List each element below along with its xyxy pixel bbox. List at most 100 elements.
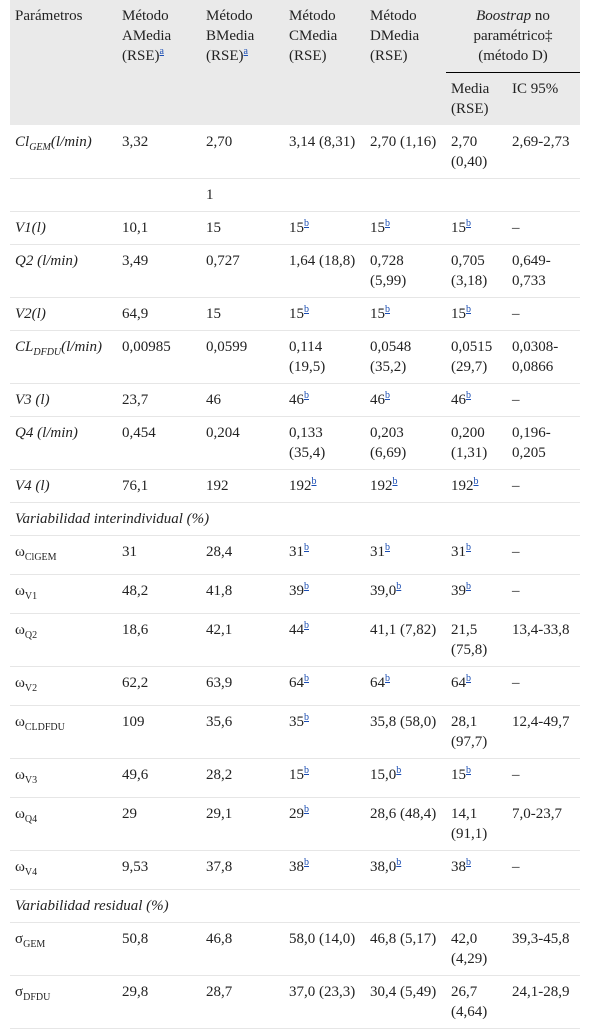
footnote-a-link[interactable]: a <box>159 46 164 57</box>
table-cell: – <box>507 574 580 614</box>
table-cell: 35,6 <box>201 705 284 759</box>
table-cell <box>446 178 507 212</box>
footnote-b-link[interactable]: b <box>304 218 309 229</box>
parameter-cell: σGEM <box>10 922 117 976</box>
table-cell: 29b <box>284 797 365 851</box>
table-cell: 46b <box>446 383 507 417</box>
footnote-b-link[interactable]: b <box>396 857 402 868</box>
table-cell <box>365 178 446 212</box>
table-cell: 0,649-0,733 <box>507 244 580 298</box>
table-row: σDFDU 29,8 28,7 37,0 (23,3) 30,4 (5,49) 26,7 … <box>10 975 580 1029</box>
parameter-cell: V1(l) <box>10 211 117 245</box>
table-row: Q2 (l/min) 3,49 0,727 1,64 (18,8) 0,728 (5,9… <box>10 244 580 298</box>
parameter-cell: CLDFDU(l/min) <box>10 330 117 384</box>
parameter-cell: ωV3 <box>10 758 117 798</box>
table-cell: 3,14 (8,31) <box>284 125 365 179</box>
results-table: Parámetros Método AMedia (RSE)a Método BMed… <box>10 0 580 1029</box>
table-cell: 14,1 (91,1) <box>446 797 507 851</box>
section-heading: Variabilidad residual (%) <box>10 889 580 923</box>
table-cell: 26,7 (4,64) <box>446 975 507 1029</box>
footnote-b-link[interactable]: b <box>304 804 309 815</box>
table-row: V3 (l) 23,7 46 46b 46b 46b – <box>10 383 580 417</box>
table-cell: 46 <box>201 383 284 417</box>
section-heading: Variabilidad interindividual (%) <box>10 502 580 536</box>
parameter-cell: ωCLDFDU <box>10 705 117 759</box>
footnote-b-link[interactable]: b <box>466 390 471 401</box>
footnote-b-link[interactable]: b <box>385 673 390 684</box>
footnote-b-link[interactable]: b <box>304 620 309 631</box>
footnote-b-link[interactable]: b <box>396 581 402 592</box>
footnote-b-link[interactable]: b <box>392 476 398 487</box>
footnote-b-link[interactable]: b <box>304 857 309 868</box>
footnote-b-link[interactable]: b <box>304 304 309 315</box>
table-cell: 35,8 (58,0) <box>365 705 446 759</box>
table-cell: 192b <box>365 469 446 503</box>
table-cell: 0,0548 (35,2) <box>365 330 446 384</box>
table-cell: 0,114 (19,5) <box>284 330 365 384</box>
table-cell: 18,6 <box>117 613 201 667</box>
table-row: ωCLDFDU 109 35,6 35b 35,8 (58,0) 28,1 (97,7) 1… <box>10 705 580 759</box>
table-cell: 192b <box>284 469 365 503</box>
table-cell: 46,8 (5,17) <box>365 922 446 976</box>
table-cell <box>117 178 201 212</box>
table-cell: 35b <box>284 705 365 759</box>
table-cell: 37,8 <box>201 850 284 890</box>
table-row: ωQ2 18,6 42,1 44b 41,1 (7,82) 21,5 (75,8) 13,4… <box>10 613 580 667</box>
header-media: Media (RSE) <box>446 72 507 126</box>
table-cell: 49,6 <box>117 758 201 798</box>
table-cell: 31b <box>365 535 446 575</box>
table-cell: 15b <box>284 297 365 331</box>
footnote-b-link[interactable]: b <box>304 712 309 723</box>
parameter-cell: ωV1 <box>10 574 117 614</box>
parameter-cell: V3 (l) <box>10 383 117 417</box>
footnote-b-link[interactable]: b <box>304 581 309 592</box>
table-row: ωV3 49,6 28,2 15b 15,0b 15b – <box>10 758 580 798</box>
table-cell: 28,4 <box>201 535 284 575</box>
footnote-b-link[interactable]: b <box>466 218 471 229</box>
footnote-b-link[interactable]: b <box>396 765 402 776</box>
table-cell: 2,70 (1,16) <box>365 125 446 179</box>
section-row: Variabilidad interindividual (%) <box>10 502 580 536</box>
footnote-b-link[interactable]: b <box>473 476 479 487</box>
table-row: σGEM 50,8 46,8 58,0 (14,0) 46,8 (5,17) 42,0 (… <box>10 922 580 976</box>
footnote-b-link[interactable]: b <box>385 218 390 229</box>
table-cell: – <box>507 469 580 503</box>
footnote-b-link[interactable]: b <box>466 581 471 592</box>
table-cell <box>284 178 365 212</box>
table-cell: 50,8 <box>117 922 201 976</box>
table-cell: 76,1 <box>117 469 201 503</box>
table-cell: 41,8 <box>201 574 284 614</box>
footnote-a-link[interactable]: a <box>243 46 248 57</box>
table-cell: – <box>507 297 580 331</box>
table-row: 1 <box>10 178 580 212</box>
table-cell: 28,1 (97,7) <box>446 705 507 759</box>
table-cell: 0,705 (3,18) <box>446 244 507 298</box>
footnote-b-link[interactable]: b <box>304 765 309 776</box>
table-cell: 9,53 <box>117 850 201 890</box>
table-cell: 29,8 <box>117 975 201 1029</box>
parameter-cell: ωV4 <box>10 850 117 890</box>
footnote-b-link[interactable]: b <box>311 476 317 487</box>
header-bootstrap: Boostrap no paramétrico‡ (método D) <box>446 0 580 73</box>
footnote-b-link[interactable]: b <box>385 542 390 553</box>
footnote-b-link[interactable]: b <box>385 390 390 401</box>
table-cell: 0,454 <box>117 416 201 470</box>
table-cell: 46,8 <box>201 922 284 976</box>
table-row: ωClGEM 31 28,4 31b 31b 31b – <box>10 535 580 575</box>
table-cell: 44b <box>284 613 365 667</box>
footnote-b-link[interactable]: b <box>466 542 471 553</box>
table-cell: 31b <box>284 535 365 575</box>
footnote-b-link[interactable]: b <box>466 304 471 315</box>
footnote-b-link[interactable]: b <box>466 673 471 684</box>
table-cell: 0,133 (35,4) <box>284 416 365 470</box>
table-cell: 12,4-49,7 <box>507 705 580 759</box>
footnote-b-link[interactable]: b <box>385 304 390 315</box>
table-cell: 39b <box>284 574 365 614</box>
footnote-b-link[interactable]: b <box>304 542 309 553</box>
parameter-cell <box>10 178 117 212</box>
footnote-b-link[interactable]: b <box>466 765 471 776</box>
footnote-b-link[interactable]: b <box>466 857 471 868</box>
footnote-b-link[interactable]: b <box>304 390 309 401</box>
table-cell: 23,7 <box>117 383 201 417</box>
footnote-b-link[interactable]: b <box>304 673 309 684</box>
